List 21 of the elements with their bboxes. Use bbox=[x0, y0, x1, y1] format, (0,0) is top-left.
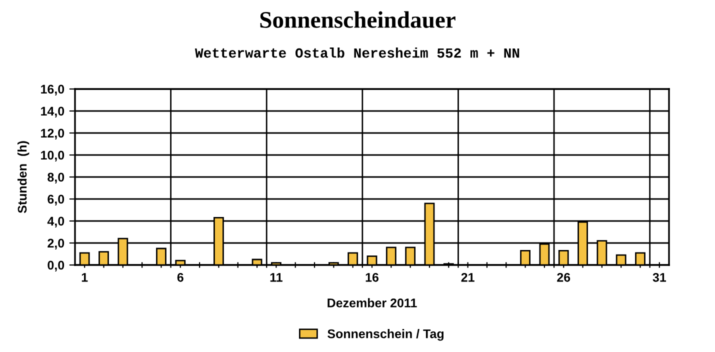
y-tick-label: 0,0 bbox=[48, 260, 64, 272]
y-tick-label: 16,0 bbox=[41, 84, 64, 96]
x-tick-label: 6 bbox=[177, 272, 184, 282]
x-tick-label: 11 bbox=[270, 273, 282, 282]
legend-label: Sonnenschein / Tag bbox=[328, 329, 444, 341]
x-tick-label: 21 bbox=[461, 272, 474, 282]
y-tick-label: 12,0 bbox=[41, 128, 64, 140]
y-tick-label: 14,0 bbox=[41, 106, 64, 118]
y-tick-label: 4,0 bbox=[47, 216, 64, 228]
x-tick-label: 1 bbox=[82, 273, 88, 282]
x-tick-label: 26 bbox=[557, 272, 570, 282]
y-tick-label: 6,0 bbox=[48, 194, 64, 206]
chart-title: Sonnenscheindauer bbox=[260, 11, 456, 28]
x-tick-label: 16 bbox=[366, 272, 378, 282]
y-tick-label: 2,0 bbox=[48, 238, 64, 250]
chart-subtitle: Wetterwarte Ostalb Neresheim 552 m + NN bbox=[194, 48, 520, 58]
y-tick-label: 8,0 bbox=[48, 172, 64, 184]
x-axis-title: Dezember 2011 bbox=[328, 298, 417, 308]
y-axis-title: Stunden (h) bbox=[17, 141, 30, 214]
x-tick-label: 31 bbox=[652, 272, 666, 282]
y-tick-label: 10,0 bbox=[41, 150, 64, 162]
